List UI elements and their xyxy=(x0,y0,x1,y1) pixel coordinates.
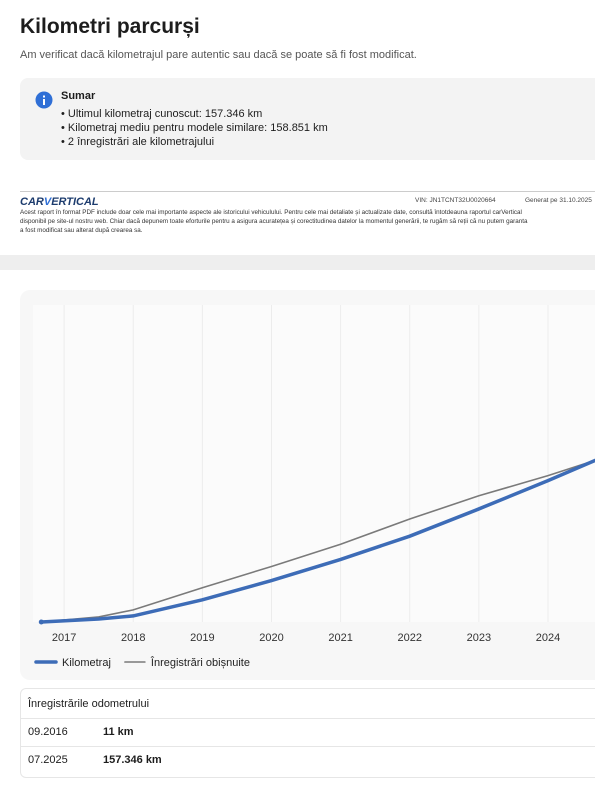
x-tick-label: 2019 xyxy=(190,632,214,644)
summary-title: Sumar xyxy=(61,90,96,102)
logo-part: V xyxy=(43,196,52,208)
plot-area xyxy=(33,305,595,622)
x-tick-label: 2021 xyxy=(328,632,352,644)
table xyxy=(20,688,595,778)
logo: CARVERTICAL xyxy=(20,196,99,208)
x-tick-label: 2023 xyxy=(467,632,491,644)
row-line xyxy=(20,746,595,747)
summary-box xyxy=(20,78,595,160)
line: Acest raport în format PDF include doar … xyxy=(20,209,522,216)
legend-label: Înregistrări obișnuite xyxy=(150,656,250,669)
x-tick-label: 2017 xyxy=(52,632,76,644)
x-tick-label: 2024 xyxy=(536,632,560,644)
vin: VIN: JN1TCNT32U0020664 xyxy=(415,197,496,204)
x-tick-label: 2018 xyxy=(121,632,145,644)
chart: 2017 2018 2019 2020 2021 2022 2023 2024 Kilometr… xyxy=(33,305,595,669)
cell: 07.2025 xyxy=(28,754,68,766)
cell: 157.346 km xyxy=(103,754,162,766)
logo-part: CAR xyxy=(20,196,44,208)
line: disponibil pe site-ul nostru web. Chiar … xyxy=(20,218,528,225)
series-line xyxy=(40,459,595,623)
info-icon xyxy=(35,91,53,109)
summary-list: • Ultimul kilometraj cunoscut: 157.346 k… xyxy=(61,107,328,149)
text: 2 înregistrări ale kilometrajului xyxy=(67,136,215,148)
summary-item: • Kilometraj mediu pentru modele similar… xyxy=(61,122,328,134)
series-line xyxy=(39,458,595,624)
summary-item: • 2 înregistrări ale kilometrajului xyxy=(61,136,215,148)
record-dot xyxy=(38,619,44,625)
summary-item: • Ultimul kilometraj cunoscut: 157.346 k… xyxy=(61,108,263,120)
table-title: Înregistrările odometrului xyxy=(28,698,150,710)
text: Ultimul kilometraj cunoscut: 157.346 km xyxy=(67,108,263,120)
disclaimer: Acest raport în format PDF include doar … xyxy=(20,208,528,235)
cell: 09.2016 xyxy=(28,726,68,738)
row-line xyxy=(20,718,595,719)
cell: 11 km xyxy=(103,726,134,738)
generated: Generat pe 31.10.2025 xyxy=(525,197,592,204)
logo-part: ERTICAL xyxy=(51,196,99,208)
title: Kilometri parcurși xyxy=(20,15,200,38)
line: a fost modificat sau alterat după creare… xyxy=(20,227,143,234)
divider xyxy=(20,191,595,192)
separator xyxy=(0,255,595,270)
subtitle: Am verificat dacă kilometrajul pare aute… xyxy=(20,49,417,61)
text: Kilometraj mediu pentru modele similare:… xyxy=(67,122,328,134)
legend-label: Kilometraj xyxy=(62,657,111,669)
x-tick-label: 2022 xyxy=(397,632,421,644)
x-tick-label: 2020 xyxy=(259,632,283,644)
